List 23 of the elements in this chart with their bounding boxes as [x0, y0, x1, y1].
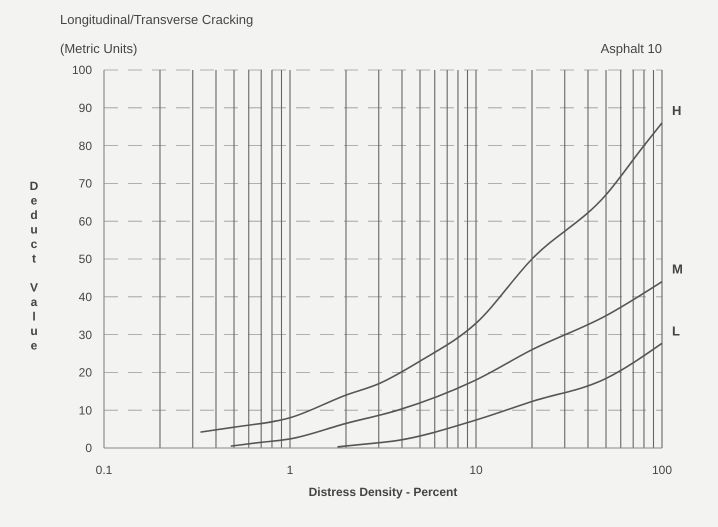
series-label: H [672, 102, 682, 118]
chart-title: Longitudinal/Transverse Cracking [60, 12, 254, 27]
text: Deduct Value [30, 179, 38, 352]
y-tick-label: 80 [78, 138, 92, 153]
x-tick-label: 0.1 [96, 463, 113, 477]
y-tick-label: 50 [78, 252, 92, 266]
y-tick-label: 100 [72, 63, 92, 78]
x-tick-label: 100 [652, 463, 672, 477]
text: Asphalt 10 [600, 41, 662, 56]
x-tick-label: 1 [286, 463, 294, 477]
y-tick-label: 90 [78, 101, 92, 115]
x-axis-title: Distress Density - Percent [308, 485, 458, 499]
y-tick-label: 60 [78, 214, 92, 228]
y-tick-label: 70 [78, 176, 92, 191]
y-tick-label: 10 [78, 403, 92, 418]
y-tick-label: 20 [78, 366, 92, 380]
series-label: L [672, 323, 680, 338]
y-tick-label: 0 [85, 441, 92, 456]
y-tick-label: 40 [78, 290, 92, 304]
x-tick-label: 10 [469, 463, 483, 477]
y-tick-label: 30 [78, 328, 92, 342]
chart-subtitle: (Metric Units) [60, 41, 138, 56]
series-label: M [672, 262, 683, 277]
